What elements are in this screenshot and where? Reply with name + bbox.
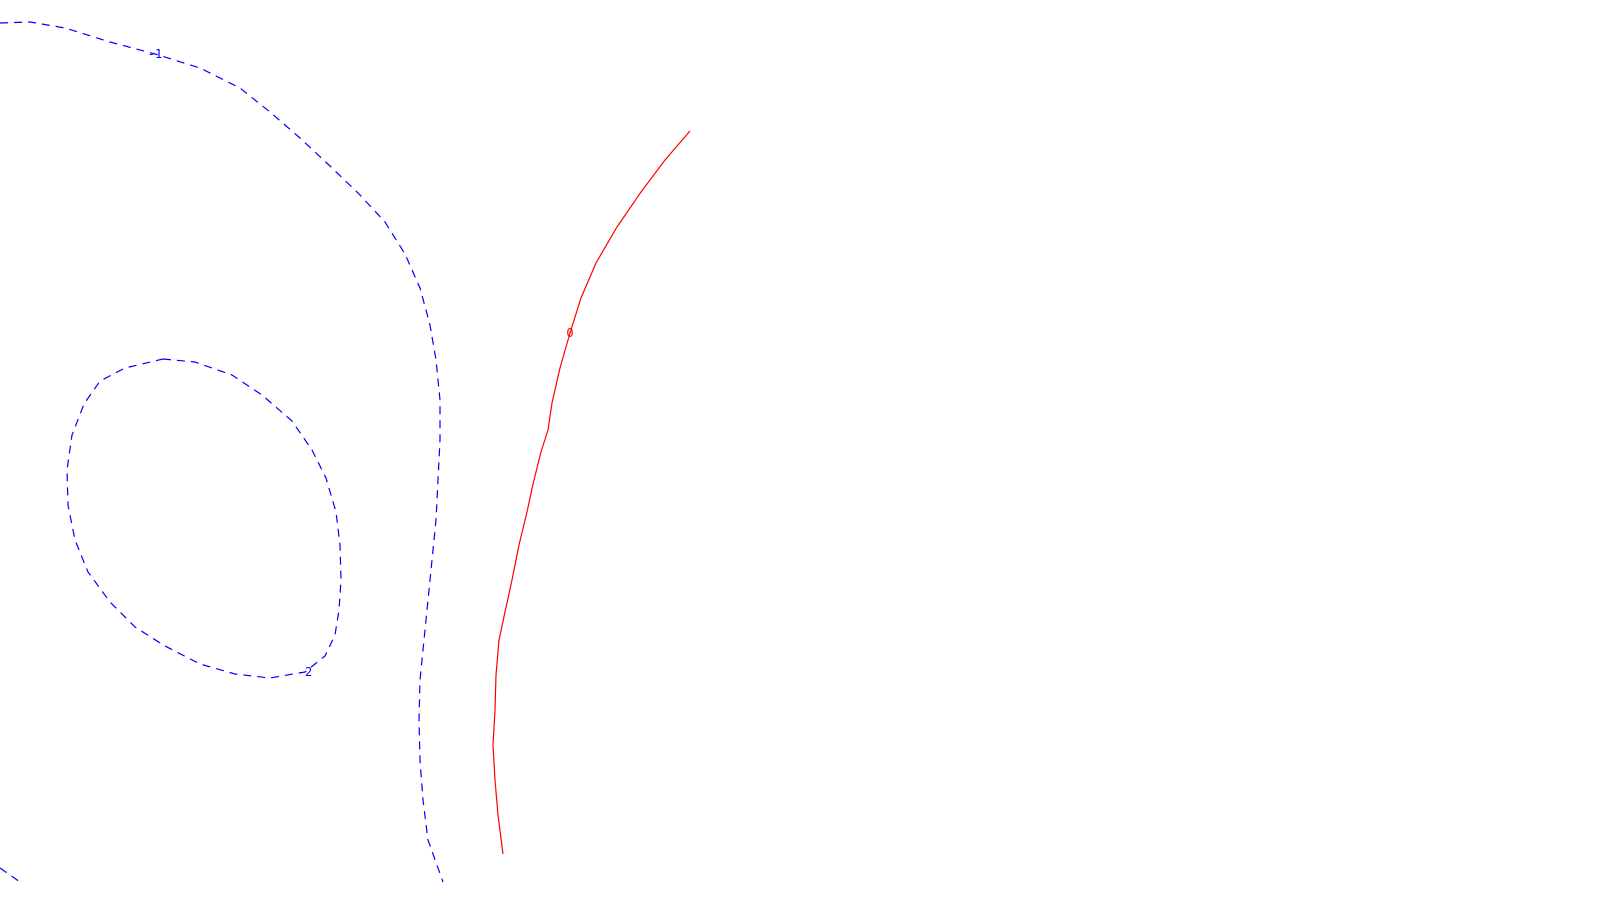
contour-line-fragment — [0, 867, 21, 883]
contour-label-level--1: -1 — [148, 47, 162, 61]
contour-label-level--2: -2 — [298, 665, 312, 679]
contour-label-level-0: 0 — [566, 326, 573, 340]
contour-labels: -1 -2 0 — [148, 47, 574, 679]
contour-line-level--1 — [0, 21, 444, 883]
contour-line-level--2 — [66, 358, 342, 679]
contour-line-level-0 — [492, 130, 691, 855]
contour-lines — [0, 21, 691, 883]
